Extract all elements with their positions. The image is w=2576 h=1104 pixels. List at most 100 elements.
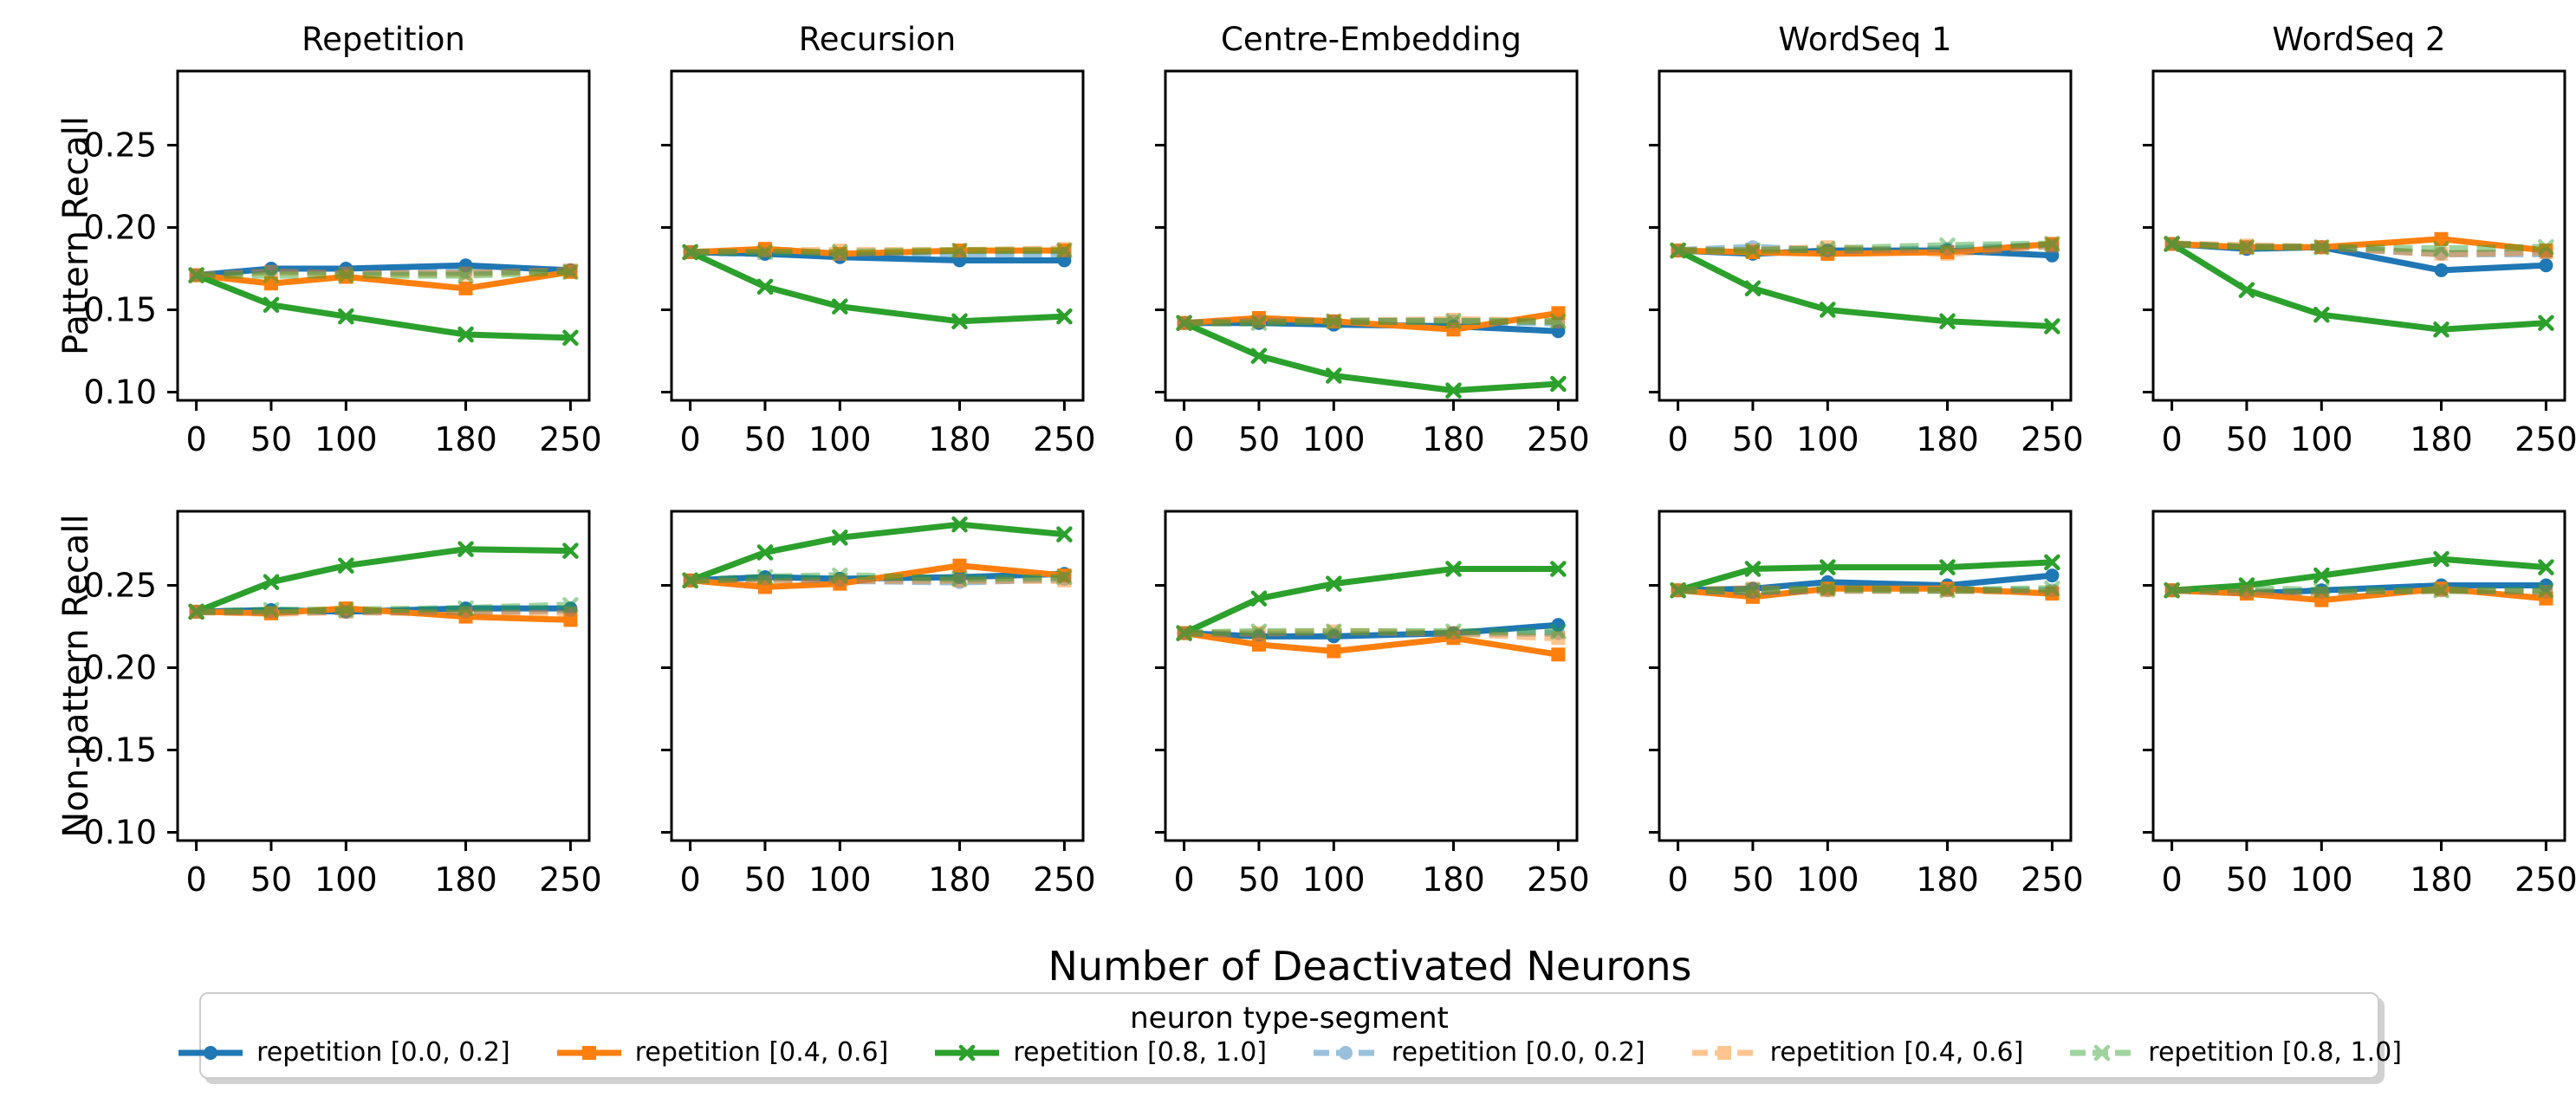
- marker-circle: [2164, 237, 2179, 251]
- series-dashed-square: [683, 573, 1072, 589]
- marker-square: [952, 244, 967, 258]
- marker-square: [2539, 245, 2553, 259]
- x-tick-label: 100: [1302, 860, 1366, 899]
- marker-square: [757, 575, 772, 589]
- marker-x: [832, 244, 848, 261]
- legend-swatch-dashed-circle: [1314, 1045, 1378, 1060]
- series-line: [195, 272, 571, 341]
- marker-square: [189, 604, 204, 619]
- x-tick-label: 180: [2410, 420, 2473, 458]
- legend-entry: repetition [0.0, 0.2]: [177, 1037, 510, 1068]
- marker-x: [562, 263, 579, 281]
- marker-circle: [2314, 240, 2329, 255]
- marker-circle: [2164, 583, 2179, 598]
- legend-entry: repetition [0.8, 1.0]: [2068, 1037, 2402, 1068]
- series-line: [1183, 566, 1559, 636]
- marker-square: [2164, 237, 2179, 251]
- marker-x: [2313, 567, 2330, 584]
- series-dashed-x: [1176, 313, 1567, 331]
- series-dashed-square: [1671, 238, 2060, 261]
- axes-spines: [176, 69, 591, 402]
- x-tick-label: 100: [808, 420, 872, 458]
- marker-x: [1445, 382, 1462, 399]
- marker-x: [457, 600, 474, 617]
- marker-square: [1940, 583, 1955, 598]
- legend-swatch-solid-square: [556, 1045, 621, 1060]
- marker-x: [832, 567, 848, 584]
- marker-x: [2433, 321, 2449, 338]
- series-dashed-circle: [1177, 626, 1566, 642]
- marker-x: [1056, 568, 1073, 586]
- marker-x: [562, 597, 579, 614]
- panel-centre-embedding-pattern: 0 50 100 180 250 Centre-Embedding: [1155, 21, 1590, 458]
- marker-x: [1939, 237, 1956, 254]
- marker-circle: [458, 604, 473, 619]
- marker-square: [757, 580, 772, 594]
- marker-circle: [2045, 568, 2060, 583]
- marker-x: [756, 544, 774, 561]
- series-line: [2171, 240, 2547, 253]
- series-line: [196, 607, 571, 617]
- marker-circle: [1327, 629, 1341, 644]
- marker-square: [339, 604, 354, 619]
- marker-square: [339, 266, 354, 281]
- series-line: [1184, 629, 1559, 639]
- legend-swatch-solid-circle: [178, 1045, 243, 1060]
- marker-circle: [952, 575, 967, 589]
- legend-swatch-dashed-square: [1691, 1045, 1756, 1060]
- series-line: [2171, 240, 2547, 257]
- series-line: [1184, 315, 1559, 327]
- marker-circle: [339, 264, 354, 279]
- marker-x: [1550, 375, 1567, 393]
- panel-title: WordSeq 2: [2272, 21, 2445, 58]
- axes-spines: [1658, 69, 2073, 402]
- marker-circle: [189, 604, 204, 619]
- marker-square: [683, 245, 698, 259]
- marker-x: [1744, 581, 1762, 599]
- marker-square: [833, 576, 847, 591]
- marker-x: [832, 529, 848, 546]
- panel-wordseq-2-pattern: 0 50 100 180 250 WordSeq 2: [2143, 21, 2576, 458]
- x-tick-label: 100: [315, 420, 378, 458]
- marker-square: [1251, 637, 1266, 652]
- marker-x: [1550, 561, 1567, 577]
- marker-x: [832, 298, 848, 315]
- series-line: [1183, 320, 1559, 394]
- marker-square: [1745, 244, 1760, 258]
- marker-square: [1251, 311, 1266, 325]
- marker-x: [457, 267, 474, 283]
- marker-circle: [2539, 585, 2553, 600]
- x-tick-label: 50: [2226, 420, 2268, 458]
- marker-x: [1250, 590, 1268, 607]
- marker-x: [2313, 306, 2330, 323]
- series-line: [1184, 317, 1559, 327]
- x-tick-label: 250: [1033, 860, 1096, 899]
- marker-square: [1820, 246, 1835, 261]
- marker-circle: [1551, 324, 1566, 339]
- marker-x: [188, 603, 204, 620]
- marker-square: [581, 1045, 596, 1060]
- marker-circle: [683, 245, 698, 259]
- axes-spines: [670, 510, 1085, 842]
- series-line: [1677, 247, 2053, 329]
- x-tick-label: 100: [808, 860, 872, 899]
- series-line: [1677, 585, 2053, 596]
- marker-circle: [1057, 246, 1072, 261]
- marker-x: [2164, 581, 2180, 599]
- marker-circle: [952, 248, 967, 263]
- legend-title: neuron type-segment: [1130, 1000, 1449, 1036]
- marker-square: [1446, 626, 1461, 640]
- series-line: [1677, 585, 2053, 594]
- marker-x: [682, 244, 698, 261]
- marker-x: [1820, 559, 1836, 575]
- x-tick-label: 250: [539, 420, 602, 458]
- marker-square: [563, 606, 578, 620]
- marker-square: [1327, 314, 1341, 328]
- legend-entry: repetition [0.4, 0.6]: [555, 1037, 888, 1068]
- y-tick-label: 0.15: [83, 291, 157, 329]
- marker-square: [1327, 314, 1341, 328]
- marker-square: [2239, 238, 2254, 253]
- marker-circle: [2314, 585, 2329, 600]
- marker-square: [2045, 587, 2060, 601]
- marker-x: [1820, 302, 1836, 318]
